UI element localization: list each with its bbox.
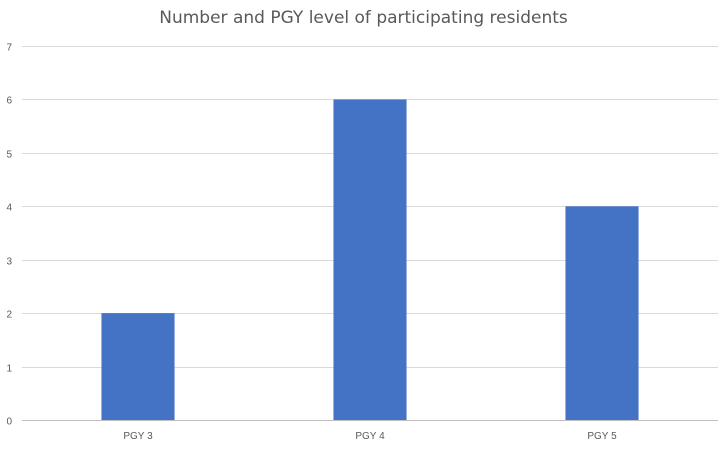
y-tick-label: 7: [6, 43, 12, 54]
y-tick-label: 4: [6, 203, 12, 214]
y-tick-label: 2: [6, 310, 12, 321]
y-tick-label: 3: [6, 257, 12, 268]
bar: [565, 206, 639, 420]
x-tick-label: PGY 4: [355, 431, 385, 442]
x-tick-label: PGY 3: [123, 431, 153, 442]
bar: [333, 99, 407, 420]
y-tick-label: 6: [6, 96, 12, 107]
y-tick-label: 1: [6, 364, 12, 375]
chart-title: Number and PGY level of participating re…: [159, 8, 568, 28]
bar: [101, 313, 175, 420]
x-axis-ticks: PGY 3 PGY 4 PGY 5: [123, 431, 617, 442]
bars: [101, 99, 639, 420]
y-tick-label: 5: [6, 150, 12, 161]
x-tick-label: PGY 5: [587, 431, 617, 442]
y-axis-ticks: 0 1 2 3 4 5 6 7: [6, 43, 12, 428]
y-tick-label: 0: [6, 417, 12, 428]
